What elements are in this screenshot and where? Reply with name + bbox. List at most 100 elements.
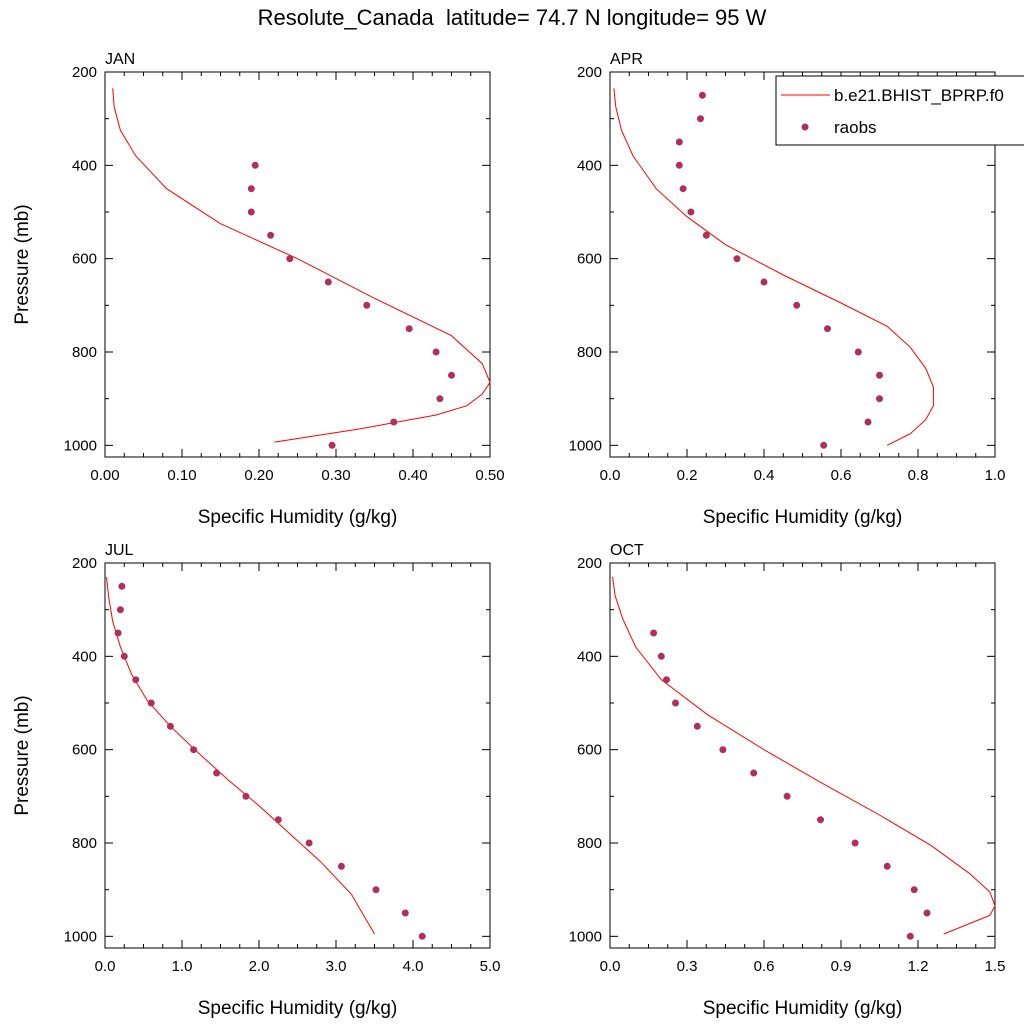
- plot-frame: [609, 562, 996, 949]
- raobs-point: [657, 652, 665, 660]
- y-tick-label: 600: [72, 742, 97, 759]
- raobs-point: [436, 395, 444, 403]
- figure-title: Resolute_Canada latitude= 74.7 N longitu…: [257, 5, 767, 30]
- y-tick-label: 400: [72, 157, 97, 174]
- raobs-point: [719, 746, 727, 754]
- raobs-point: [854, 348, 862, 356]
- x-axis-title: Specific Humidity (g/kg): [703, 507, 903, 528]
- y-tick-label: 200: [72, 555, 97, 572]
- raobs-point: [698, 91, 706, 99]
- raobs-point: [906, 932, 914, 940]
- raobs-point: [448, 371, 455, 379]
- raobs-point: [910, 886, 918, 894]
- raobs-point: [305, 839, 313, 847]
- y-tick-label: 1000: [64, 928, 97, 945]
- raobs-point: [760, 278, 768, 286]
- x-tick-label: 0.50: [475, 467, 504, 484]
- y-tick-label: 400: [72, 648, 97, 665]
- panel-oct: 200 400 600 800 1000 0.0 0.3 0.6 0.9 1.2 1.5 OCT Spe…: [569, 542, 1006, 1019]
- raobs-point: [883, 862, 891, 870]
- x-axis-title: Specific Humidity (g/kg): [198, 998, 398, 1019]
- raobs-point: [432, 348, 440, 356]
- x-tick-label: 0.30: [321, 467, 350, 484]
- panel-jan: 200 400 600 800 1000 0.00 0.10 0.20 0.30 0.40 0.50…: [12, 51, 505, 528]
- raobs-point: [783, 792, 791, 800]
- raobs-point: [267, 231, 275, 239]
- x-tick-label: 0.3: [677, 958, 698, 975]
- x-tick-label: 0.0: [600, 958, 621, 975]
- raobs-point: [242, 792, 250, 800]
- x-tick-label: 0.10: [167, 467, 196, 484]
- raobs-point: [650, 629, 658, 637]
- panel-label: APR: [610, 51, 643, 68]
- panel-label: JAN: [105, 51, 135, 68]
- raobs-point: [120, 652, 128, 660]
- raobs-point: [697, 115, 704, 123]
- y-tick-label: 400: [577, 648, 602, 665]
- x-tick-label: 0.6: [754, 958, 775, 975]
- x-tick-label: 5.0: [480, 958, 501, 975]
- y-axis-title: Pressure (mb): [12, 204, 33, 324]
- raobs-point: [679, 185, 687, 193]
- raobs-point: [390, 418, 398, 426]
- raobs-point: [372, 886, 380, 894]
- raobs-point: [213, 769, 221, 777]
- model-line: [612, 576, 996, 935]
- raobs-point: [672, 699, 679, 707]
- x-tick-label: 3.0: [326, 958, 347, 975]
- x-tick-label: 1.5: [985, 958, 1006, 975]
- x-tick-label: 0.4: [754, 467, 775, 484]
- raobs-point: [337, 862, 345, 870]
- y-tick-label: 1000: [569, 437, 602, 454]
- panel-apr: 200 400 600 800 1000 0.0 0.2 0.4 0.6 0.8 1.0 APR Spe…: [569, 51, 1006, 528]
- raobs-point: [864, 418, 872, 426]
- raobs-point: [702, 231, 710, 239]
- raobs-point: [274, 816, 282, 824]
- raobs-point: [733, 255, 741, 263]
- x-tick-label: 0.0: [600, 467, 621, 484]
- raobs-point: [251, 161, 259, 169]
- legend-box: [775, 75, 1024, 146]
- x-tick-label: 1.2: [908, 958, 929, 975]
- raobs-point: [675, 138, 683, 146]
- raobs-point: [405, 325, 413, 333]
- y-tick-label: 200: [72, 64, 97, 81]
- legend-model-label: b.e21.BHIST_BPRP.f0: [834, 86, 1004, 105]
- raobs-point: [876, 395, 883, 403]
- y-axis-title: Pressure (mb): [12, 695, 33, 815]
- y-tick-label: 200: [577, 555, 602, 572]
- raobs-point: [663, 676, 670, 684]
- model-line: [112, 88, 491, 443]
- raobs-point: [820, 441, 828, 449]
- y-tick-label: 800: [72, 835, 97, 852]
- plot-frame: [104, 562, 491, 949]
- raobs-point: [147, 699, 155, 707]
- model-line: [613, 88, 934, 446]
- raobs-point: [190, 746, 198, 754]
- model-line: [106, 576, 375, 935]
- x-tick-label: 0.8: [908, 467, 929, 484]
- raobs-point: [693, 722, 701, 730]
- x-tick-label: 0.20: [244, 467, 273, 484]
- raobs-point: [247, 208, 255, 216]
- raobs-point: [116, 606, 124, 614]
- raobs-point: [687, 208, 695, 216]
- x-axis-title: Specific Humidity (g/kg): [703, 998, 903, 1019]
- x-tick-label: 0.00: [90, 467, 119, 484]
- raobs-point: [286, 255, 294, 263]
- x-tick-label: 0.0: [95, 958, 116, 975]
- x-tick-label: 2.0: [249, 958, 270, 975]
- raobs-point: [418, 932, 426, 940]
- raobs-point: [675, 161, 683, 169]
- plot-frame: [104, 71, 491, 458]
- x-tick-label: 0.40: [398, 467, 427, 484]
- y-tick-label: 200: [577, 64, 602, 81]
- y-tick-label: 800: [577, 835, 602, 852]
- raobs-point: [750, 769, 758, 777]
- raobs-point: [247, 185, 255, 193]
- raobs-point: [363, 301, 371, 309]
- raobs-point: [114, 629, 122, 637]
- y-tick-label: 800: [577, 344, 602, 361]
- raobs-point: [851, 839, 859, 847]
